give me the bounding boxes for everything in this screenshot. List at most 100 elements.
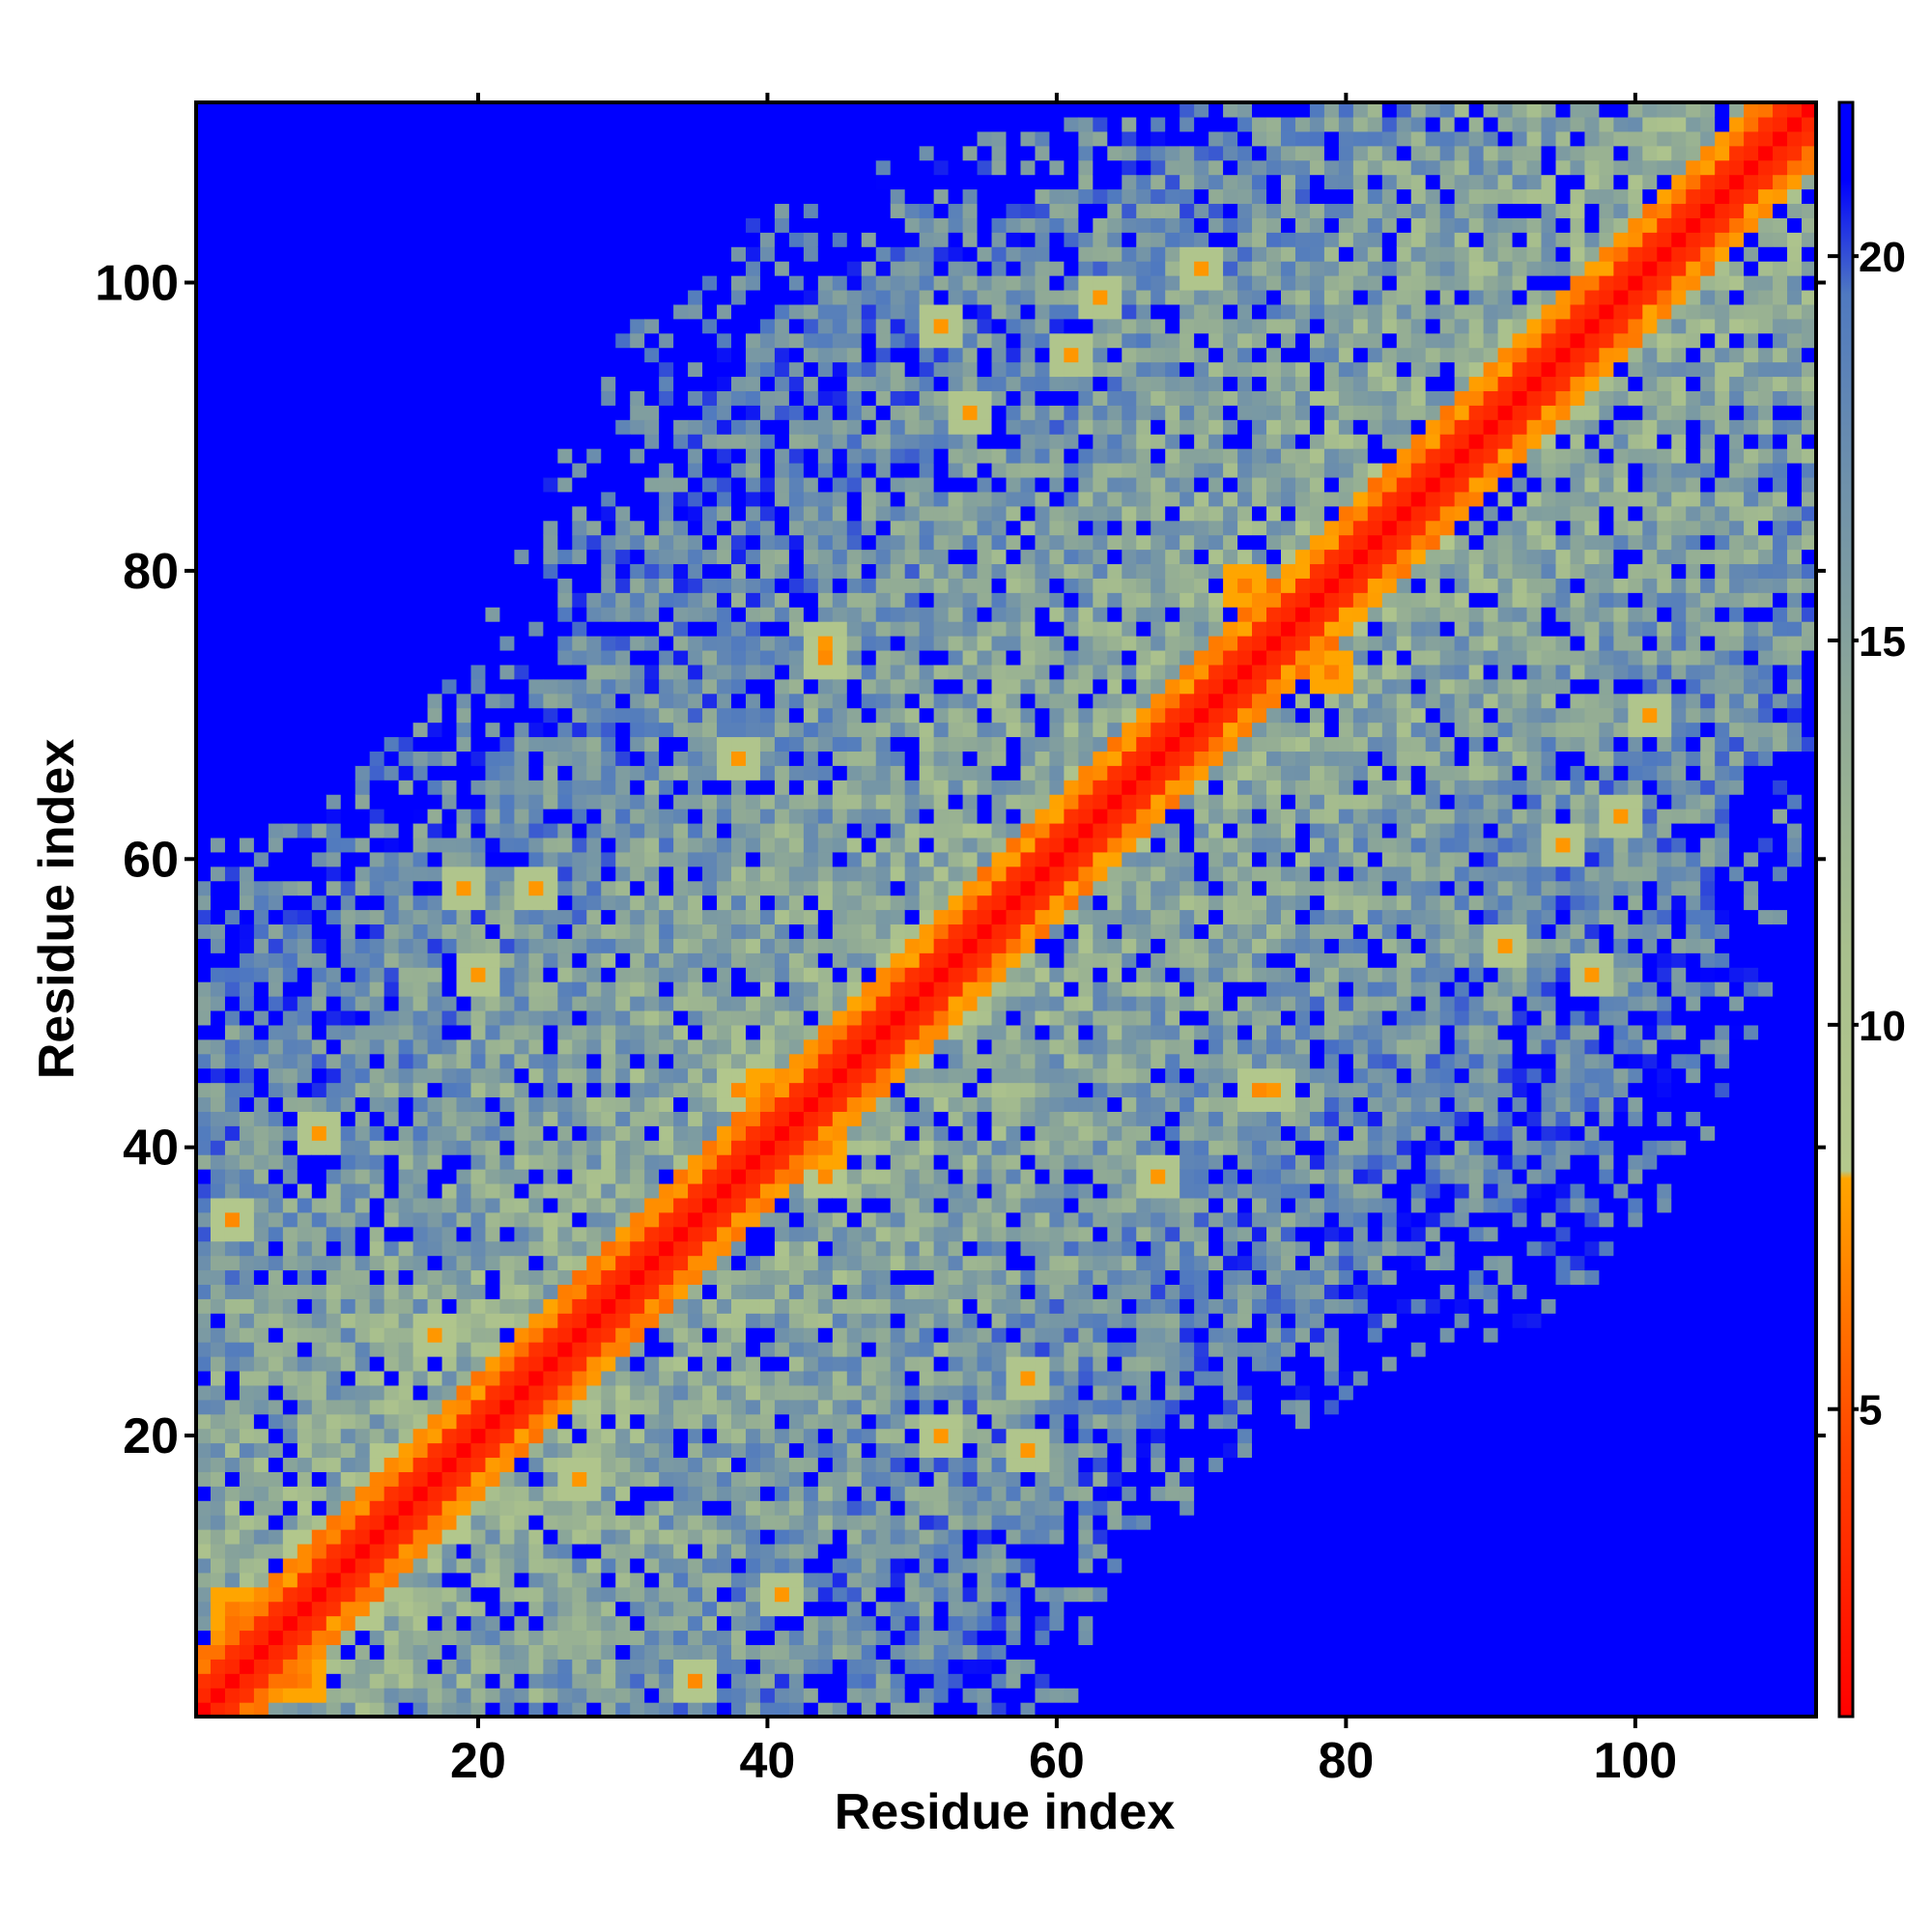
heatmap-cell — [832, 1226, 848, 1242]
heatmap-cell — [759, 1500, 776, 1516]
heatmap-cell — [268, 1140, 284, 1155]
heatmap-cell — [673, 145, 689, 161]
heatmap-cell — [297, 1413, 313, 1430]
heatmap-cell — [253, 361, 270, 378]
heatmap-cell — [557, 434, 573, 449]
heatmap-cell — [485, 1457, 501, 1472]
heatmap-cell — [630, 1486, 645, 1501]
heatmap-cell — [282, 1197, 298, 1213]
heatmap-cell — [239, 1096, 255, 1112]
heatmap-cell — [759, 1169, 776, 1184]
heatmap-cell — [528, 851, 544, 867]
heatmap-cell — [601, 967, 616, 982]
heatmap-cell — [774, 434, 790, 449]
heatmap-cell — [412, 693, 429, 709]
heatmap-cell — [572, 520, 587, 536]
heatmap-cell — [688, 1255, 703, 1271]
heatmap-cell — [210, 376, 226, 391]
heatmap-cell — [297, 1038, 313, 1055]
heatmap-cell — [514, 1572, 529, 1588]
heatmap-cell — [355, 232, 371, 247]
heatmap-cell — [615, 1197, 631, 1213]
heatmap-cell — [485, 1659, 501, 1674]
heatmap-cell — [788, 130, 805, 147]
heatmap-cell — [311, 246, 327, 262]
heatmap-cell — [601, 1111, 616, 1126]
heatmap-cell — [224, 1067, 241, 1084]
heatmap-cell — [355, 1471, 371, 1487]
heatmap-cell — [731, 303, 747, 320]
heatmap-cell — [817, 837, 834, 853]
heatmap-cell — [759, 390, 776, 406]
heatmap-cell — [239, 434, 255, 449]
heatmap-cell — [702, 1630, 718, 1645]
heatmap-cell — [398, 563, 414, 579]
heatmap-cell — [398, 1486, 414, 1501]
heatmap-cell — [340, 1659, 356, 1674]
heatmap-cell — [196, 1182, 212, 1199]
heatmap-cell — [528, 1586, 544, 1603]
heatmap-cell — [311, 217, 327, 233]
heatmap-cell — [384, 1615, 400, 1632]
heatmap-cell — [557, 822, 573, 838]
heatmap-cell — [659, 1255, 674, 1271]
heatmap-cell — [196, 1082, 212, 1098]
heatmap-cell — [586, 1197, 602, 1213]
heatmap-cell — [398, 765, 414, 781]
heatmap-cell — [196, 1342, 212, 1357]
heatmap-cell — [731, 361, 747, 378]
heatmap-cell — [326, 1457, 342, 1472]
heatmap-cell — [832, 1486, 848, 1501]
heatmap-cell — [759, 476, 776, 493]
heatmap-cell — [803, 130, 819, 147]
heatmap-cell — [398, 491, 414, 507]
heatmap-cell — [514, 1630, 529, 1645]
heatmap-cell — [659, 534, 674, 551]
heatmap-cell — [297, 434, 313, 449]
heatmap-cell — [369, 621, 385, 637]
heatmap-cell — [759, 232, 776, 247]
heatmap-cell — [644, 1240, 660, 1257]
heatmap-cell — [196, 130, 212, 147]
heatmap-cell — [817, 130, 834, 147]
heatmap-cell — [441, 1140, 458, 1155]
heatmap-cell — [832, 707, 848, 724]
heatmap-cell — [326, 390, 342, 406]
heatmap-cell — [673, 1024, 689, 1040]
heatmap-cell — [253, 736, 270, 752]
heatmap-cell — [239, 1615, 255, 1632]
heatmap-cell — [774, 232, 790, 247]
heatmap-cell — [355, 1053, 371, 1069]
heatmap-cell — [369, 1557, 385, 1574]
heatmap-cell — [528, 1313, 544, 1328]
heatmap-cell — [630, 664, 645, 680]
heatmap-cell — [673, 419, 689, 435]
heatmap-cell — [412, 116, 429, 132]
heatmap-cell — [355, 462, 371, 478]
heatmap-cell — [268, 1529, 284, 1545]
heatmap-cell — [268, 376, 284, 391]
heatmap-cell — [268, 549, 284, 565]
heatmap-cell — [659, 1399, 674, 1415]
heatmap-cell — [210, 621, 226, 637]
heatmap-cell — [398, 434, 414, 449]
heatmap-cell — [297, 361, 313, 378]
heatmap-cell — [412, 592, 429, 608]
heatmap-cell — [297, 1500, 313, 1516]
heatmap-cell — [456, 1529, 472, 1545]
heatmap-cell — [470, 880, 487, 896]
heatmap-cell — [470, 1255, 487, 1271]
heatmap-cell — [803, 996, 819, 1011]
heatmap-cell — [788, 621, 805, 637]
heatmap-cell — [601, 1356, 616, 1372]
heatmap-cell — [601, 347, 616, 363]
heatmap-cell — [817, 1702, 834, 1718]
heatmap-cell — [644, 1182, 660, 1199]
heatmap-cell — [572, 1169, 587, 1184]
heatmap-cell — [659, 809, 674, 824]
heatmap-cell — [601, 1413, 616, 1430]
heatmap-cell — [311, 1169, 327, 1184]
heatmap-cell — [427, 1154, 443, 1170]
heatmap-cell — [340, 188, 356, 205]
heatmap-cell — [340, 145, 356, 161]
